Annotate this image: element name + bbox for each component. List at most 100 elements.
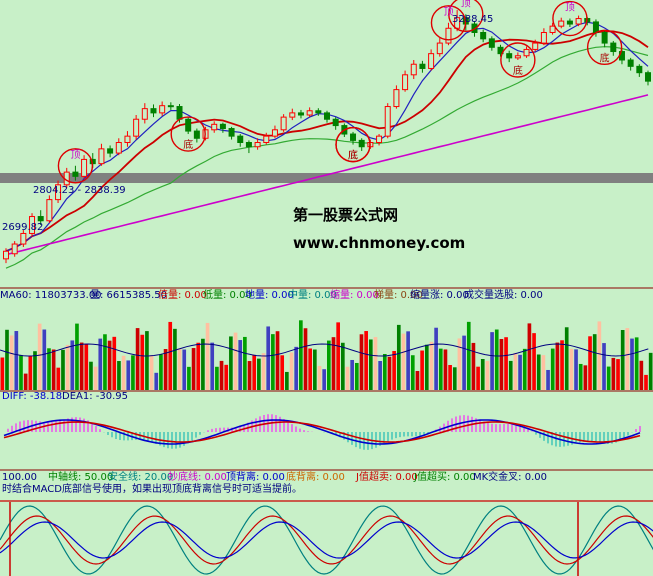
candle (29, 213, 36, 237)
signal-circles (57, 0, 623, 184)
volume-bar (574, 349, 578, 390)
volume-legend-item: 倍量: 0.00 (158, 288, 207, 301)
volume-bar (494, 329, 499, 390)
candle (159, 101, 166, 116)
volume-bar (42, 329, 47, 390)
volume-bar (401, 333, 406, 390)
volume-legend-item: 梯量: 0.00 (374, 288, 423, 301)
volume-bar (196, 342, 201, 390)
volume-bar (219, 360, 224, 390)
volume-bar (331, 337, 336, 390)
candle (46, 195, 53, 223)
volume-bar (317, 365, 322, 390)
signal-annotation: 顶 (70, 149, 80, 161)
candle (376, 134, 383, 146)
volume-bar (285, 371, 289, 390)
volume-legend-item: 成交量选股: 0.00 (464, 288, 543, 301)
volume-bar (639, 360, 644, 390)
volume-bar (340, 342, 345, 390)
volume-bar (182, 349, 187, 390)
volume-bar (541, 355, 546, 390)
signal-circle (586, 29, 623, 66)
candle (55, 180, 62, 203)
volume-bar (452, 367, 457, 390)
signal-annotation: 顶 (565, 2, 575, 14)
kdj-d-line (0, 521, 653, 559)
candle (237, 134, 244, 147)
volume-bar (51, 349, 56, 390)
volume-bar (532, 333, 536, 390)
volume-bar (238, 340, 243, 390)
volume-bar (224, 364, 229, 390)
volume-bar (159, 354, 163, 390)
volume-bar (191, 348, 196, 390)
kdj-legend-item: 抄底线: 0.00 (168, 470, 227, 483)
gray-band (0, 173, 653, 183)
volume-bar (476, 366, 480, 390)
volume-bar (466, 321, 471, 390)
candle (37, 210, 44, 225)
volume-bar (457, 338, 462, 390)
kdj-lines (0, 505, 653, 575)
volume-bar (23, 373, 28, 390)
volume-bar (560, 340, 564, 390)
volume-ma-line (0, 343, 649, 357)
candle (263, 132, 270, 145)
candle (211, 121, 218, 133)
volume-bar (378, 360, 382, 390)
volume-bar (448, 364, 452, 390)
kdj-legend-item: MK交金叉: 0.00 (473, 470, 547, 483)
candles (3, 10, 651, 264)
volume-bar (508, 360, 513, 390)
candle (219, 122, 226, 133)
volume-bar (70, 340, 75, 390)
volume-bar (438, 348, 443, 390)
watermark-url: www.chnmoney.com (293, 234, 465, 252)
kdj-legend-item: 底背离: 0.00 (286, 470, 345, 483)
candle (324, 110, 330, 123)
candle (532, 39, 539, 52)
volume-bar (322, 369, 326, 390)
volume-legend-item: 缩量: 0.00 (330, 288, 379, 301)
volume-bar (163, 349, 168, 390)
volume-bar (536, 354, 541, 390)
kdj-signal-marks (9, 502, 579, 576)
volume-bar (597, 321, 602, 390)
macd-dea-label: DEA1: -30.95 (62, 391, 128, 402)
volume-bar (513, 352, 518, 390)
volume-bar (336, 322, 340, 390)
volume-bar (644, 374, 648, 390)
candle (358, 138, 365, 151)
candle (72, 165, 79, 181)
candle (627, 57, 634, 71)
volume-legend-item: MA60: 11803733.00 (0, 290, 102, 301)
candle (115, 138, 122, 156)
kdj-legend-item: 安全线: 20.00 (108, 470, 173, 483)
candle (645, 70, 651, 86)
candle (11, 241, 18, 257)
candle (98, 143, 105, 166)
signal-circle (57, 148, 94, 184)
candle (618, 49, 625, 65)
volume-bar (280, 355, 285, 390)
volume-bar (126, 360, 131, 390)
volume-bar (154, 372, 159, 390)
volume-bar (14, 331, 19, 390)
watermark-title: 第一股票公式网 (293, 206, 398, 224)
volume-bar (33, 351, 37, 390)
signal-circle (552, 0, 588, 37)
volume-bars (0, 320, 653, 390)
volume-bar (648, 352, 653, 390)
signal-circle (430, 5, 467, 41)
volume-bar (145, 331, 149, 390)
volume-bar (201, 338, 205, 390)
volume-bar (294, 346, 299, 390)
volume-bar (387, 356, 392, 390)
candle (280, 114, 287, 132)
volume-bar (420, 350, 424, 390)
volume-bar (518, 354, 522, 390)
volume-bar (313, 349, 317, 390)
volume-bar (364, 331, 368, 390)
